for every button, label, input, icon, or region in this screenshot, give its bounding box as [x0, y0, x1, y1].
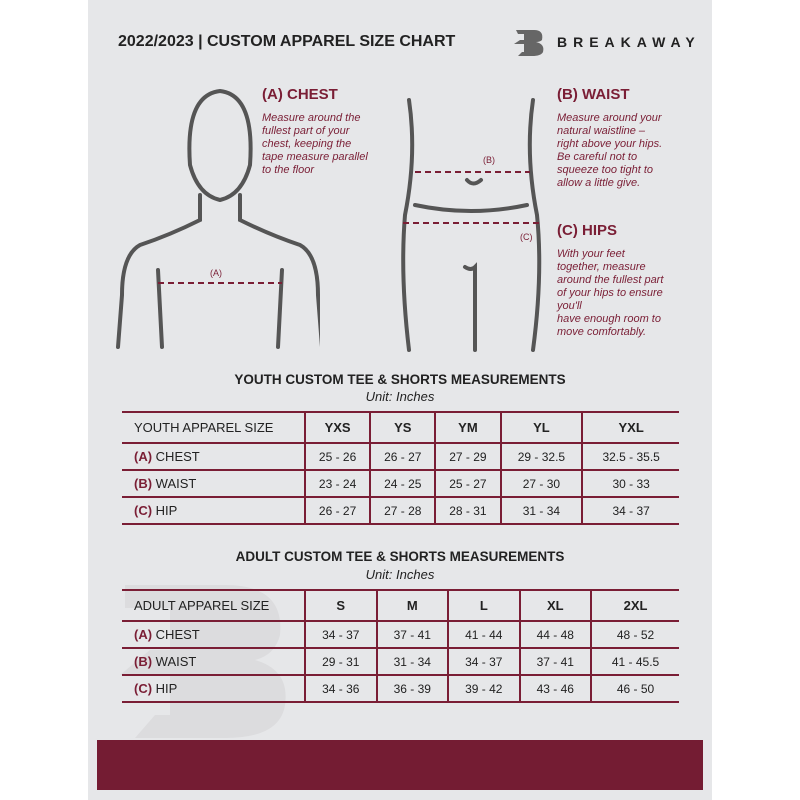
cell: 41 - 45.5 — [590, 647, 679, 676]
cell: 37 - 41 — [518, 647, 592, 676]
size-header: YOUTH APPAREL SIZE — [122, 411, 305, 444]
cell: 34 - 37 — [304, 620, 377, 649]
waist-description: Measure around your natural waistline – … — [557, 112, 663, 189]
cell: 31 - 34 — [375, 647, 449, 676]
cell: 29 - 31 — [304, 647, 377, 676]
cell: 48 - 52 — [590, 620, 679, 649]
row-label: (C) HIP — [122, 674, 305, 703]
page-title: 2022/2023 | CUSTOM APPAREL SIZE CHART — [118, 33, 456, 50]
size-header: ADULT APPAREL SIZE — [122, 589, 305, 622]
size-column: L — [447, 589, 520, 622]
cell: 23 - 24 — [303, 469, 371, 498]
chest-description: Measure around the fullest part of your … — [262, 112, 368, 176]
cell: 46 - 50 — [590, 674, 679, 703]
table-row: (A) CHEST 25 - 26 26 - 27 27 - 29 29 - 32.5 3… — [122, 442, 679, 471]
breakaway-logo-icon — [514, 30, 544, 56]
cell: 30 - 33 — [581, 469, 679, 498]
cell: 26 - 27 — [303, 496, 371, 525]
size-column: 2XL — [590, 589, 679, 622]
adult-section-title: ADULT CUSTOM TEE & SHORTS MEASUREMENTS — [235, 549, 565, 564]
cell: 25 - 27 — [434, 469, 501, 498]
cell: 34 - 37 — [447, 647, 520, 676]
table-header-row: ADULT APPAREL SIZE S M L XL 2XL — [122, 589, 679, 622]
hips-marker-label: (C) — [520, 232, 533, 242]
cell: 25 - 26 — [303, 442, 371, 471]
table-row: (B) WAIST 23 - 24 24 - 25 25 - 27 27 - 30 30 … — [122, 469, 679, 498]
chest-marker-label: (A) — [210, 268, 222, 278]
row-label: (B) WAIST — [122, 647, 305, 676]
footer-bar — [97, 740, 703, 790]
size-column: YM — [434, 411, 501, 444]
cell: 27 - 29 — [434, 442, 501, 471]
cell: 34 - 36 — [304, 674, 377, 703]
waist-hips-figure-illustration: (B) (C) — [401, 98, 543, 352]
cell: 27 - 30 — [499, 469, 583, 498]
cell: 29 - 32.5 — [499, 442, 583, 471]
cell: 43 - 46 — [518, 674, 592, 703]
row-label: (B) WAIST — [122, 469, 305, 498]
cell: 41 - 44 — [447, 620, 520, 649]
adult-size-table: ADULT APPAREL SIZE S M L XL 2XL (A) CHES… — [122, 589, 679, 703]
size-column: YS — [369, 411, 436, 444]
table-row: (C) HIP 34 - 36 36 - 39 39 - 42 43 - 46 46 - … — [122, 674, 679, 703]
cell: 26 - 27 — [369, 442, 436, 471]
cell: 37 - 41 — [375, 620, 449, 649]
row-label: (A) CHEST — [122, 620, 305, 649]
cell: 31 - 34 — [499, 496, 583, 525]
waist-heading: (B) WAIST — [557, 86, 630, 103]
table-header-row: YOUTH APPAREL SIZE YXS YS YM YL YXL — [122, 411, 679, 444]
cell: 28 - 31 — [434, 496, 501, 525]
cell: 39 - 42 — [447, 674, 520, 703]
size-column: YL — [499, 411, 583, 444]
youth-unit: Unit: Inches — [365, 389, 435, 404]
cell: 36 - 39 — [375, 674, 449, 703]
size-column: YXL — [581, 411, 679, 444]
cell: 24 - 25 — [369, 469, 436, 498]
table-row: (B) WAIST 29 - 31 31 - 34 34 - 37 37 - 41 41 … — [122, 647, 679, 676]
cell: 32.5 - 35.5 — [581, 442, 679, 471]
size-column: S — [304, 589, 377, 622]
cell: 27 - 28 — [369, 496, 436, 525]
row-label: (C) HIP — [122, 496, 305, 525]
hips-heading: (C) HIPS — [557, 222, 617, 239]
waist-marker-label: (B) — [483, 155, 495, 165]
adult-unit: Unit: Inches — [365, 567, 435, 582]
row-label: (A) CHEST — [122, 442, 305, 471]
chest-figure-illustration: (A) — [116, 88, 320, 349]
size-column: M — [375, 589, 449, 622]
youth-section-title: YOUTH CUSTOM TEE & SHORTS MEASUREMENTS — [234, 372, 566, 387]
table-row: (A) CHEST 34 - 37 37 - 41 41 - 44 44 - 48 48 … — [122, 620, 679, 649]
brand-name: BREAKAWAY — [557, 34, 701, 50]
cell: 44 - 48 — [518, 620, 592, 649]
table-row: (C) HIP 26 - 27 27 - 28 28 - 31 31 - 34 34 - … — [122, 496, 679, 525]
chest-heading: (A) CHEST — [262, 86, 338, 103]
hips-description: With your feet together, measure around … — [557, 248, 664, 338]
cell: 34 - 37 — [581, 496, 679, 525]
size-column: YXS — [303, 411, 371, 444]
size-column: XL — [518, 589, 592, 622]
youth-size-table: YOUTH APPAREL SIZE YXS YS YM YL YXL (A) … — [122, 411, 679, 525]
